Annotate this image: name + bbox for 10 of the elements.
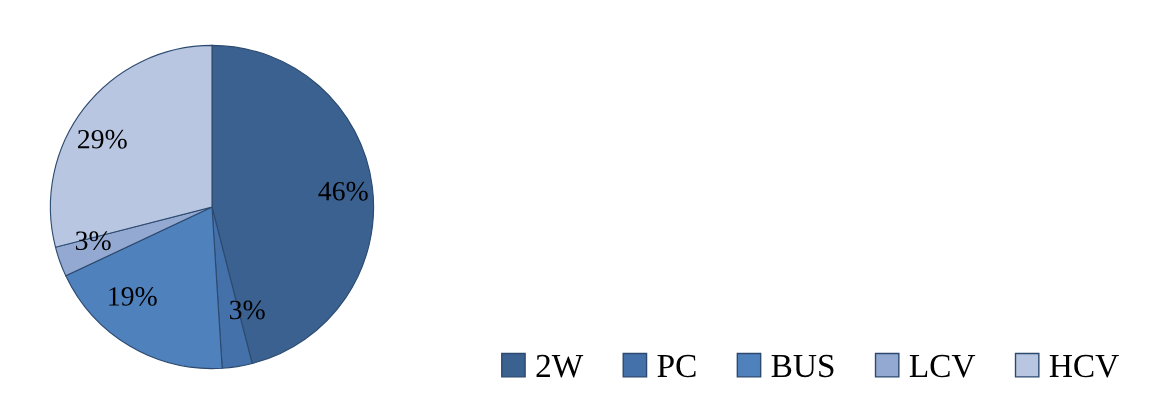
data-label: 29% [78, 129, 127, 149]
legend-label: 2W [536, 354, 584, 378]
data-label: 46% [318, 181, 368, 201]
data-label: 3% [75, 231, 111, 251]
legend-label: HCV [1049, 354, 1119, 378]
legend-label: PC [657, 354, 696, 378]
data-label: 19% [109, 287, 157, 306]
legend-label: LCV [909, 354, 976, 378]
data-label: 3% [230, 300, 265, 320]
legend-label: BUS [771, 354, 834, 378]
